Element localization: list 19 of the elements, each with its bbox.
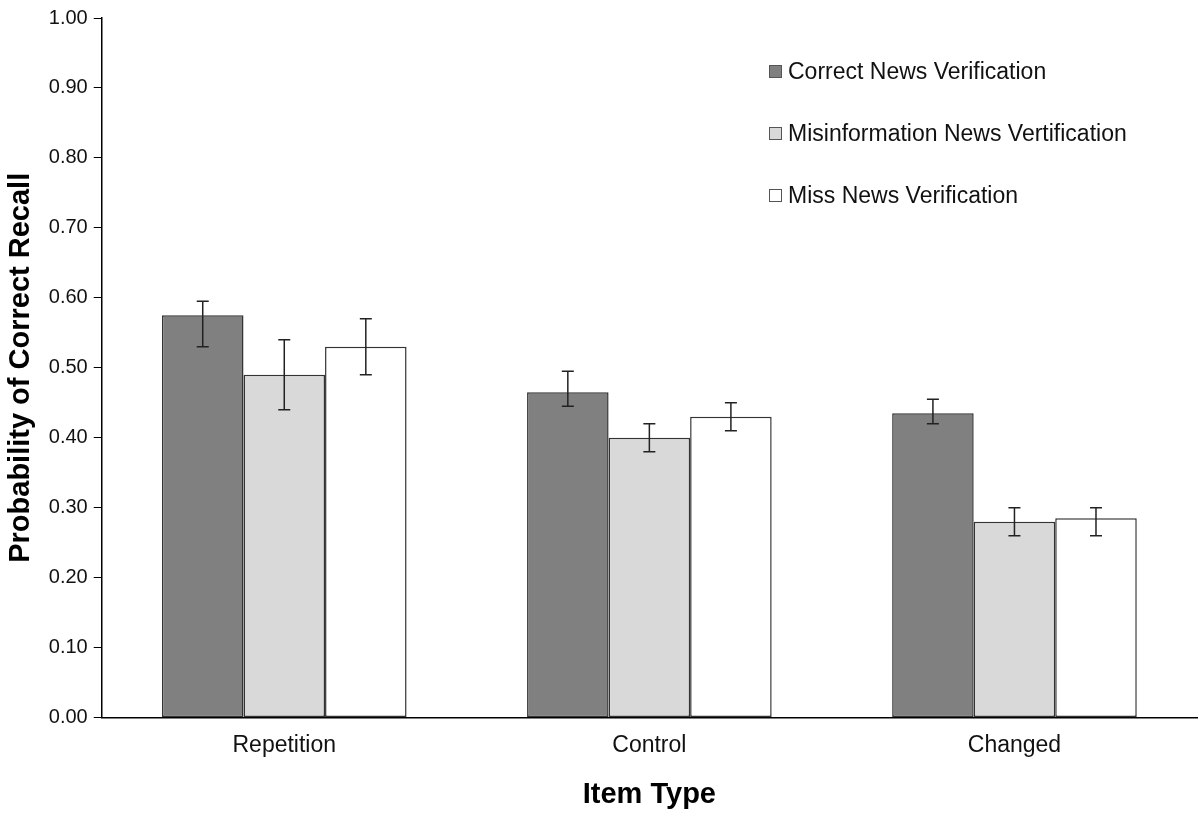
x-tick-label: Changed bbox=[967, 730, 1062, 757]
y-tick-label: 0.70 bbox=[48, 215, 88, 238]
legend-label: Miss News Verification bbox=[788, 182, 1019, 209]
y-tick-label: 0.90 bbox=[48, 75, 88, 98]
x-tick-label: Repetition bbox=[232, 730, 337, 757]
legend-label: Correct News Verification bbox=[788, 58, 1047, 85]
y-tick-label: 0.30 bbox=[48, 495, 88, 518]
legend-label: Misinformation News Vertification bbox=[788, 120, 1127, 147]
y-tick-label: 0.60 bbox=[48, 285, 88, 308]
y-tick-label: 0.40 bbox=[48, 425, 88, 448]
y-tick-label: 0.20 bbox=[48, 565, 88, 588]
x-axis-title: Item Type bbox=[582, 776, 716, 809]
y-tick-label: 0.50 bbox=[48, 355, 88, 378]
x-tick-label: Control bbox=[612, 730, 687, 757]
y-tick-label: 0.80 bbox=[48, 145, 88, 168]
y-tick-label: 1.00 bbox=[48, 5, 88, 28]
y-tick-label: 0.10 bbox=[48, 635, 88, 658]
y-axis-title: Probability of Correct Recall bbox=[3, 172, 36, 563]
y-tick-label: 0.00 bbox=[48, 705, 88, 728]
